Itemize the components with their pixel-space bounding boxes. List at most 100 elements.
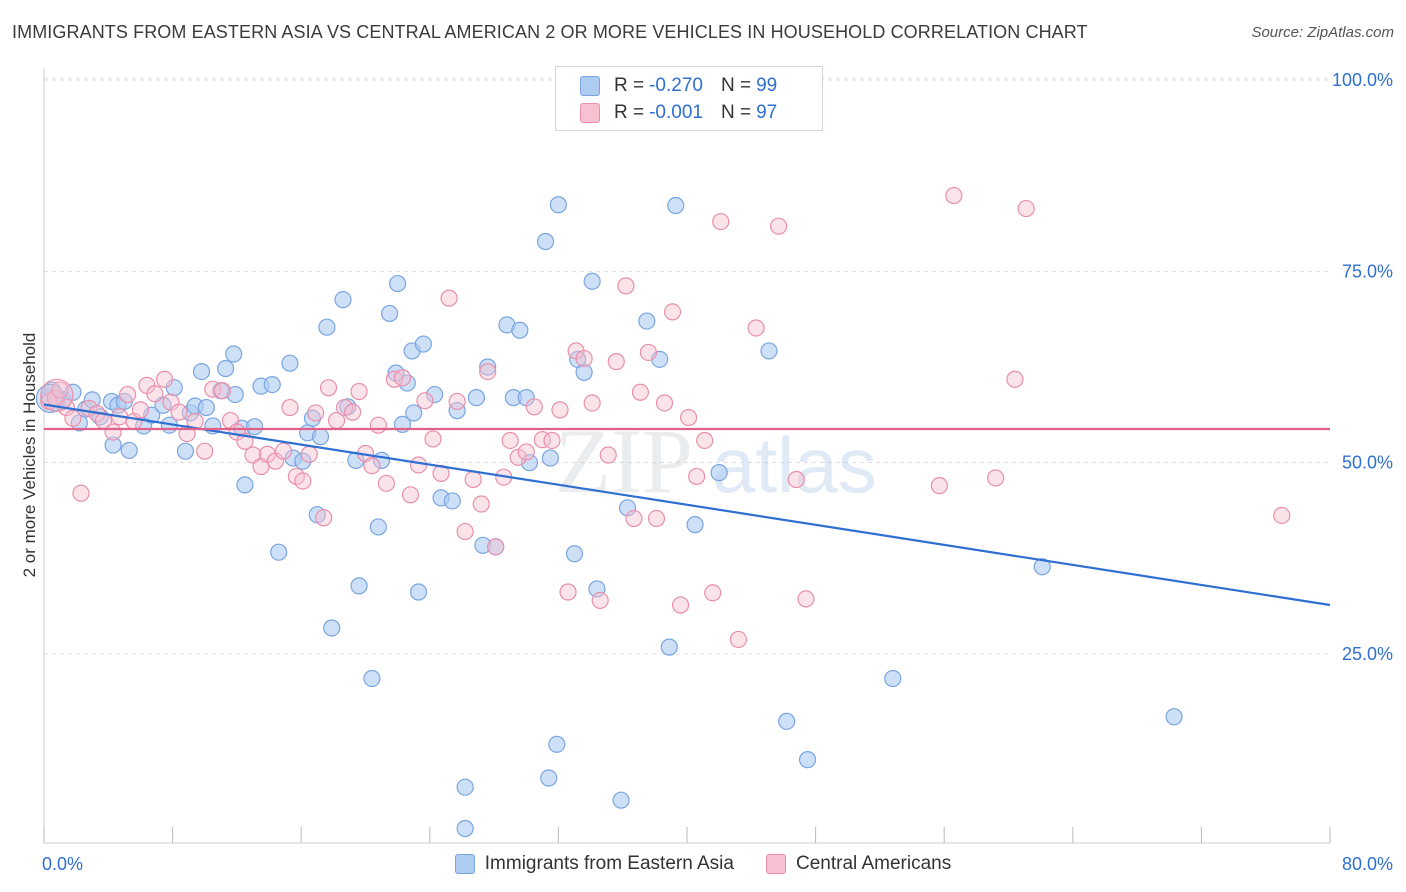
data-point-eastern-asia xyxy=(541,449,559,467)
data-point-central-americans xyxy=(1273,506,1291,525)
data-point-eastern-asia xyxy=(363,669,381,688)
data-point-central-americans xyxy=(501,431,519,450)
data-point-central-americans xyxy=(377,474,395,492)
data-point-central-americans xyxy=(607,353,625,371)
data-point-central-americans xyxy=(680,408,698,427)
data-point-central-americans xyxy=(40,378,74,412)
data-point-central-americans xyxy=(696,431,714,450)
trend-lines xyxy=(43,403,1331,607)
data-point-central-americans xyxy=(64,409,82,427)
data-point-eastern-asia xyxy=(884,669,902,688)
data-point-eastern-asia xyxy=(414,335,432,353)
data-point-central-americans xyxy=(583,394,601,412)
data-point-central-americans xyxy=(729,630,748,649)
data-point-central-americans xyxy=(797,590,815,608)
data-point-eastern-asia xyxy=(467,389,486,407)
data-point-eastern-asia xyxy=(426,385,444,404)
data-point-central-americans xyxy=(307,404,325,422)
data-point-eastern-asia xyxy=(350,577,368,595)
data-point-central-americans xyxy=(213,382,232,400)
data-point-central-americans xyxy=(625,509,643,528)
data-point-eastern-asia xyxy=(192,362,211,381)
data-point-eastern-asia xyxy=(456,778,474,796)
legend-row-central-americans: R = -0.001 N = 97 xyxy=(580,101,777,125)
data-point-central-americans xyxy=(51,381,69,399)
data-point-eastern-asia xyxy=(294,452,312,470)
data-point-eastern-asia xyxy=(479,358,497,376)
legend-swatch-pink xyxy=(765,854,786,874)
data-point-eastern-asia xyxy=(1033,558,1051,576)
n-value: 97 xyxy=(756,102,778,123)
data-point-eastern-asia xyxy=(612,791,630,809)
data-point-eastern-asia xyxy=(176,442,195,460)
data-point-eastern-asia xyxy=(443,492,461,510)
legend-item-central-americans[interactable]: Central Americans xyxy=(765,853,951,875)
data-point-central-americans xyxy=(599,446,617,464)
data-point-central-americans xyxy=(155,370,174,388)
data-point-central-americans xyxy=(639,343,658,362)
data-point-eastern-asia xyxy=(536,232,555,251)
data-point-eastern-asia xyxy=(778,712,796,730)
data-point-central-americans xyxy=(196,442,214,460)
data-point-central-americans xyxy=(655,394,674,412)
data-point-eastern-asia xyxy=(398,374,416,392)
legend-item-eastern-asia[interactable]: Immigrants from Eastern Asia xyxy=(454,853,734,875)
data-point-central-americans xyxy=(617,277,635,295)
data-point-central-americans xyxy=(712,212,730,231)
data-point-central-americans xyxy=(575,349,593,368)
data-point-eastern-asia xyxy=(549,196,568,214)
r-value: -0.001 xyxy=(649,102,703,123)
r-label: R = xyxy=(614,102,645,123)
tick-labels: 25.0% 50.0% 75.0% 100.0% 0.0% 80.0% xyxy=(42,70,1393,874)
data-point-central-americans xyxy=(424,430,442,448)
data-point-central-americans xyxy=(448,392,466,411)
data-point-eastern-asia xyxy=(548,735,566,753)
data-point-eastern-asia xyxy=(381,304,399,323)
data-point-central-americans xyxy=(315,509,333,527)
source-label: Source: ZipAtlas.com xyxy=(1251,24,1394,41)
data-point-eastern-asia xyxy=(104,436,122,454)
data-point-central-americans xyxy=(533,431,551,449)
data-point-central-americans xyxy=(704,584,722,602)
data-point-eastern-asia xyxy=(638,312,656,330)
data-point-eastern-asia xyxy=(245,418,264,436)
data-point-central-americans xyxy=(787,470,805,489)
data-point-eastern-asia xyxy=(281,354,299,372)
data-point-eastern-asia xyxy=(369,518,387,536)
data-point-eastern-asia xyxy=(660,638,678,656)
data-point-central-americans xyxy=(440,289,458,307)
data-point-central-americans xyxy=(559,583,577,601)
data-point-eastern-asia xyxy=(143,406,161,424)
data-point-central-americans xyxy=(300,445,318,463)
data-point-central-americans xyxy=(416,392,434,410)
n-value: 99 xyxy=(756,75,778,96)
data-point-central-americans xyxy=(118,385,137,404)
data-point-central-americans xyxy=(1006,370,1024,388)
data-point-eastern-asia xyxy=(448,402,466,420)
data-point-central-americans xyxy=(945,186,963,205)
legend-label: Immigrants from Eastern Asia xyxy=(484,853,734,874)
series-eastern-asia xyxy=(35,196,1183,838)
data-point-eastern-asia xyxy=(520,454,539,472)
data-point-central-americans xyxy=(551,401,569,419)
data-point-central-americans xyxy=(525,398,543,416)
data-point-central-americans xyxy=(631,383,649,401)
data-point-central-americans xyxy=(647,509,666,528)
data-point-central-americans xyxy=(294,472,312,490)
data-point-central-americans xyxy=(479,362,497,381)
data-point-central-americans xyxy=(363,457,381,475)
data-point-central-americans xyxy=(401,486,420,504)
data-point-central-americans xyxy=(281,398,299,417)
data-point-eastern-asia xyxy=(236,476,254,494)
watermark-atlas: atlas xyxy=(712,421,877,509)
y-tick-label: 50.0% xyxy=(1342,453,1393,473)
data-point-eastern-asia xyxy=(270,543,288,561)
data-point-eastern-asia xyxy=(318,318,336,336)
data-point-central-americans xyxy=(1017,199,1035,218)
legend-swatch-pink xyxy=(580,103,600,123)
data-point-central-americans xyxy=(591,591,609,610)
data-point-eastern-asia xyxy=(35,383,66,413)
axes xyxy=(43,68,1331,844)
data-point-central-americans xyxy=(456,522,474,541)
x-tick-label: 0.0% xyxy=(42,854,83,874)
